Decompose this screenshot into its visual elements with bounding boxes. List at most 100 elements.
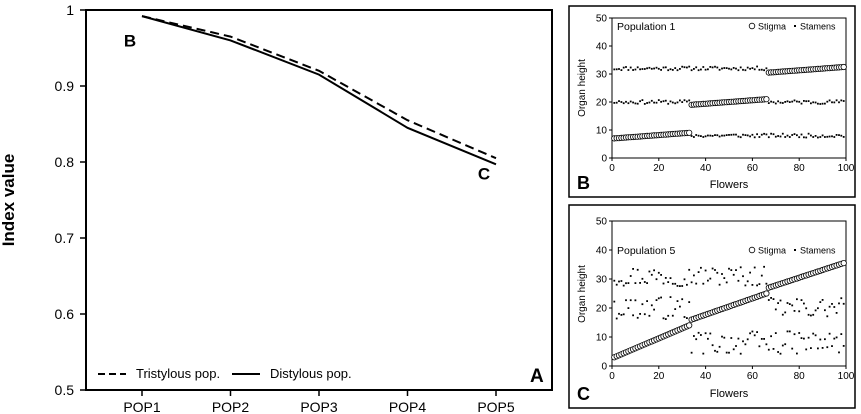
stamen-point [700,68,702,71]
panel-b-border [568,5,856,198]
stamen-point [779,101,782,104]
stamen-point [707,68,709,71]
stamen-point [746,338,749,341]
stamen-point [674,67,677,69]
stamen-point [784,101,787,103]
stamen-point [667,281,670,283]
stamen-point [800,299,803,301]
stamen-point [639,313,641,315]
stamen-point [739,66,742,69]
stamen-point [643,313,646,316]
stamen-point [826,315,829,318]
stamen-point [840,99,843,102]
stamen-point [679,99,681,102]
stamen-point [781,313,784,316]
stamen-point [716,271,719,274]
stamen-point [641,277,644,280]
stamen-point [714,349,716,352]
stamen-point [807,100,810,102]
stamen-point [784,136,787,138]
stamen-point [840,134,843,137]
stamen-point [735,345,737,347]
stamen-point [639,68,641,71]
stamen-point [749,67,751,70]
panel-c-legend: Stigma Stamens [748,246,836,256]
panel-a-y-tick-label: 0.5 [55,382,75,398]
stamen-point [681,101,684,103]
stamen-point [653,308,655,311]
stamen-point [700,135,702,137]
stamen-point [796,134,798,137]
stamen-point [653,269,655,272]
stamen-point [819,136,822,138]
stamen-point [679,68,681,70]
stamen-point [814,101,817,104]
stamen-point [707,337,709,340]
stamen-point [828,135,831,138]
stamen-point [756,65,758,68]
stamen-point [697,271,700,273]
stamen-point [613,102,616,104]
stamen-point [732,67,735,69]
stamen-point [648,101,651,104]
panel-c-ticks: 0 20 40 60 80 100 0 10 20 30 40 50 [596,217,855,383]
stamen-point [676,101,679,104]
stamen-point [821,347,824,349]
panel-a-y-axis-label: Index value [0,154,18,247]
stamen-point [693,136,695,138]
stamen-point [791,304,794,307]
stamen-point [627,282,630,284]
panel-a-letter: A [530,366,544,387]
legend-label-tristylous: Tristylous pop. [136,366,220,381]
stamen-point [636,316,639,319]
stamen-point [774,135,777,138]
stamen-point [767,348,770,351]
stamen-point [613,300,616,303]
panel-c-letter: C [577,384,590,404]
stamen-point [688,99,691,102]
stamen-point [786,302,789,304]
stamen-point [686,283,688,286]
stamen-point [650,99,653,102]
stamen-point [835,134,838,136]
stamen-point [622,66,625,69]
panel-a-y-ticks: 0.5 0.6 0.7 0.8 0.9 1 [55,2,86,398]
panel-c-y-axis-label: Organ height [577,265,588,323]
stamen-point [779,299,782,302]
stamen-point [751,133,754,136]
stamen-point [714,134,716,136]
stamen-point [676,300,679,302]
stamen-point [838,134,840,136]
stamen-point [831,303,833,305]
stamen-point [781,132,784,135]
stamen-point [648,66,651,69]
stamen-point [772,298,775,300]
stamen-point [779,135,782,138]
stigma-point [840,259,847,267]
stamen-point [807,336,810,339]
panel-a-y-tick-label: 0.9 [55,78,75,94]
stamen-point [625,100,627,103]
stamen-point [613,68,616,71]
stamen-point [664,277,667,279]
stamen-point [777,135,779,137]
panel-b-points [611,63,847,142]
stamen-point [770,100,772,103]
legend-label-distylous: Distylous pop. [270,366,352,381]
stamen-point [814,135,817,137]
stamen-point [796,298,798,301]
stamen-point [786,100,789,103]
stamen-point [674,308,677,310]
stamen-point [758,68,761,71]
stamen-point [683,316,686,318]
stamen-point [826,135,829,138]
stamen-point [805,136,808,139]
stamen-point [737,69,740,72]
panel-a-x-tick-label: POP2 [212,399,250,414]
stamen-point [798,100,801,103]
stamen-point [667,69,670,72]
stamen-point [749,135,751,138]
stamen-point [709,134,712,137]
stamen-point [817,136,819,139]
stamen-point [800,337,803,339]
